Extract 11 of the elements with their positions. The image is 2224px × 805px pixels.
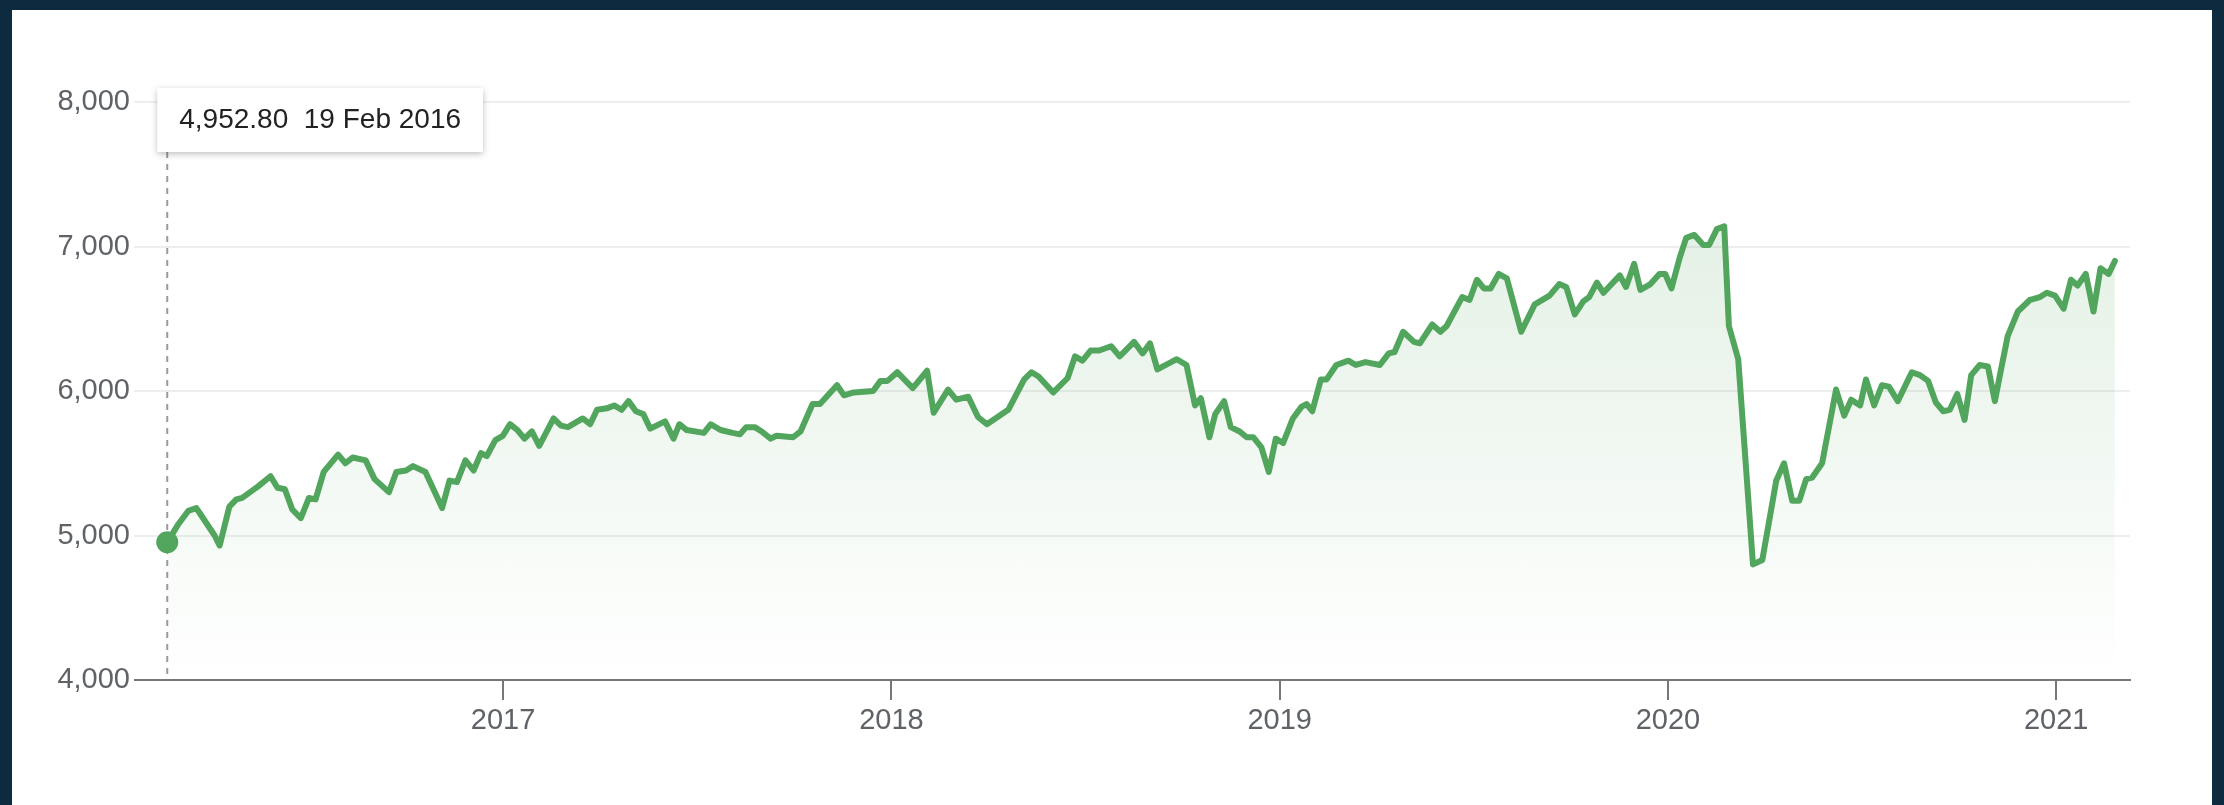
x-tick-label: 2017 [470,703,536,736]
annotation: 4,952.80 19 Feb 2016 [179,102,462,134]
x-tick-label: 2018 [859,703,924,736]
x-tick-label: 2021 [2023,703,2089,736]
x-tick-label: 2019 [1247,703,1312,736]
y-tick-label: 4,000 [57,662,130,694]
y-tick-label: 7,000 [57,228,130,261]
y-tick-label: 6,000 [57,373,130,405]
y-tick-label: 8,000 [57,84,130,116]
x-tick-label: 2020 [1635,703,1701,736]
y-tick-label: 5,000 [57,517,130,550]
